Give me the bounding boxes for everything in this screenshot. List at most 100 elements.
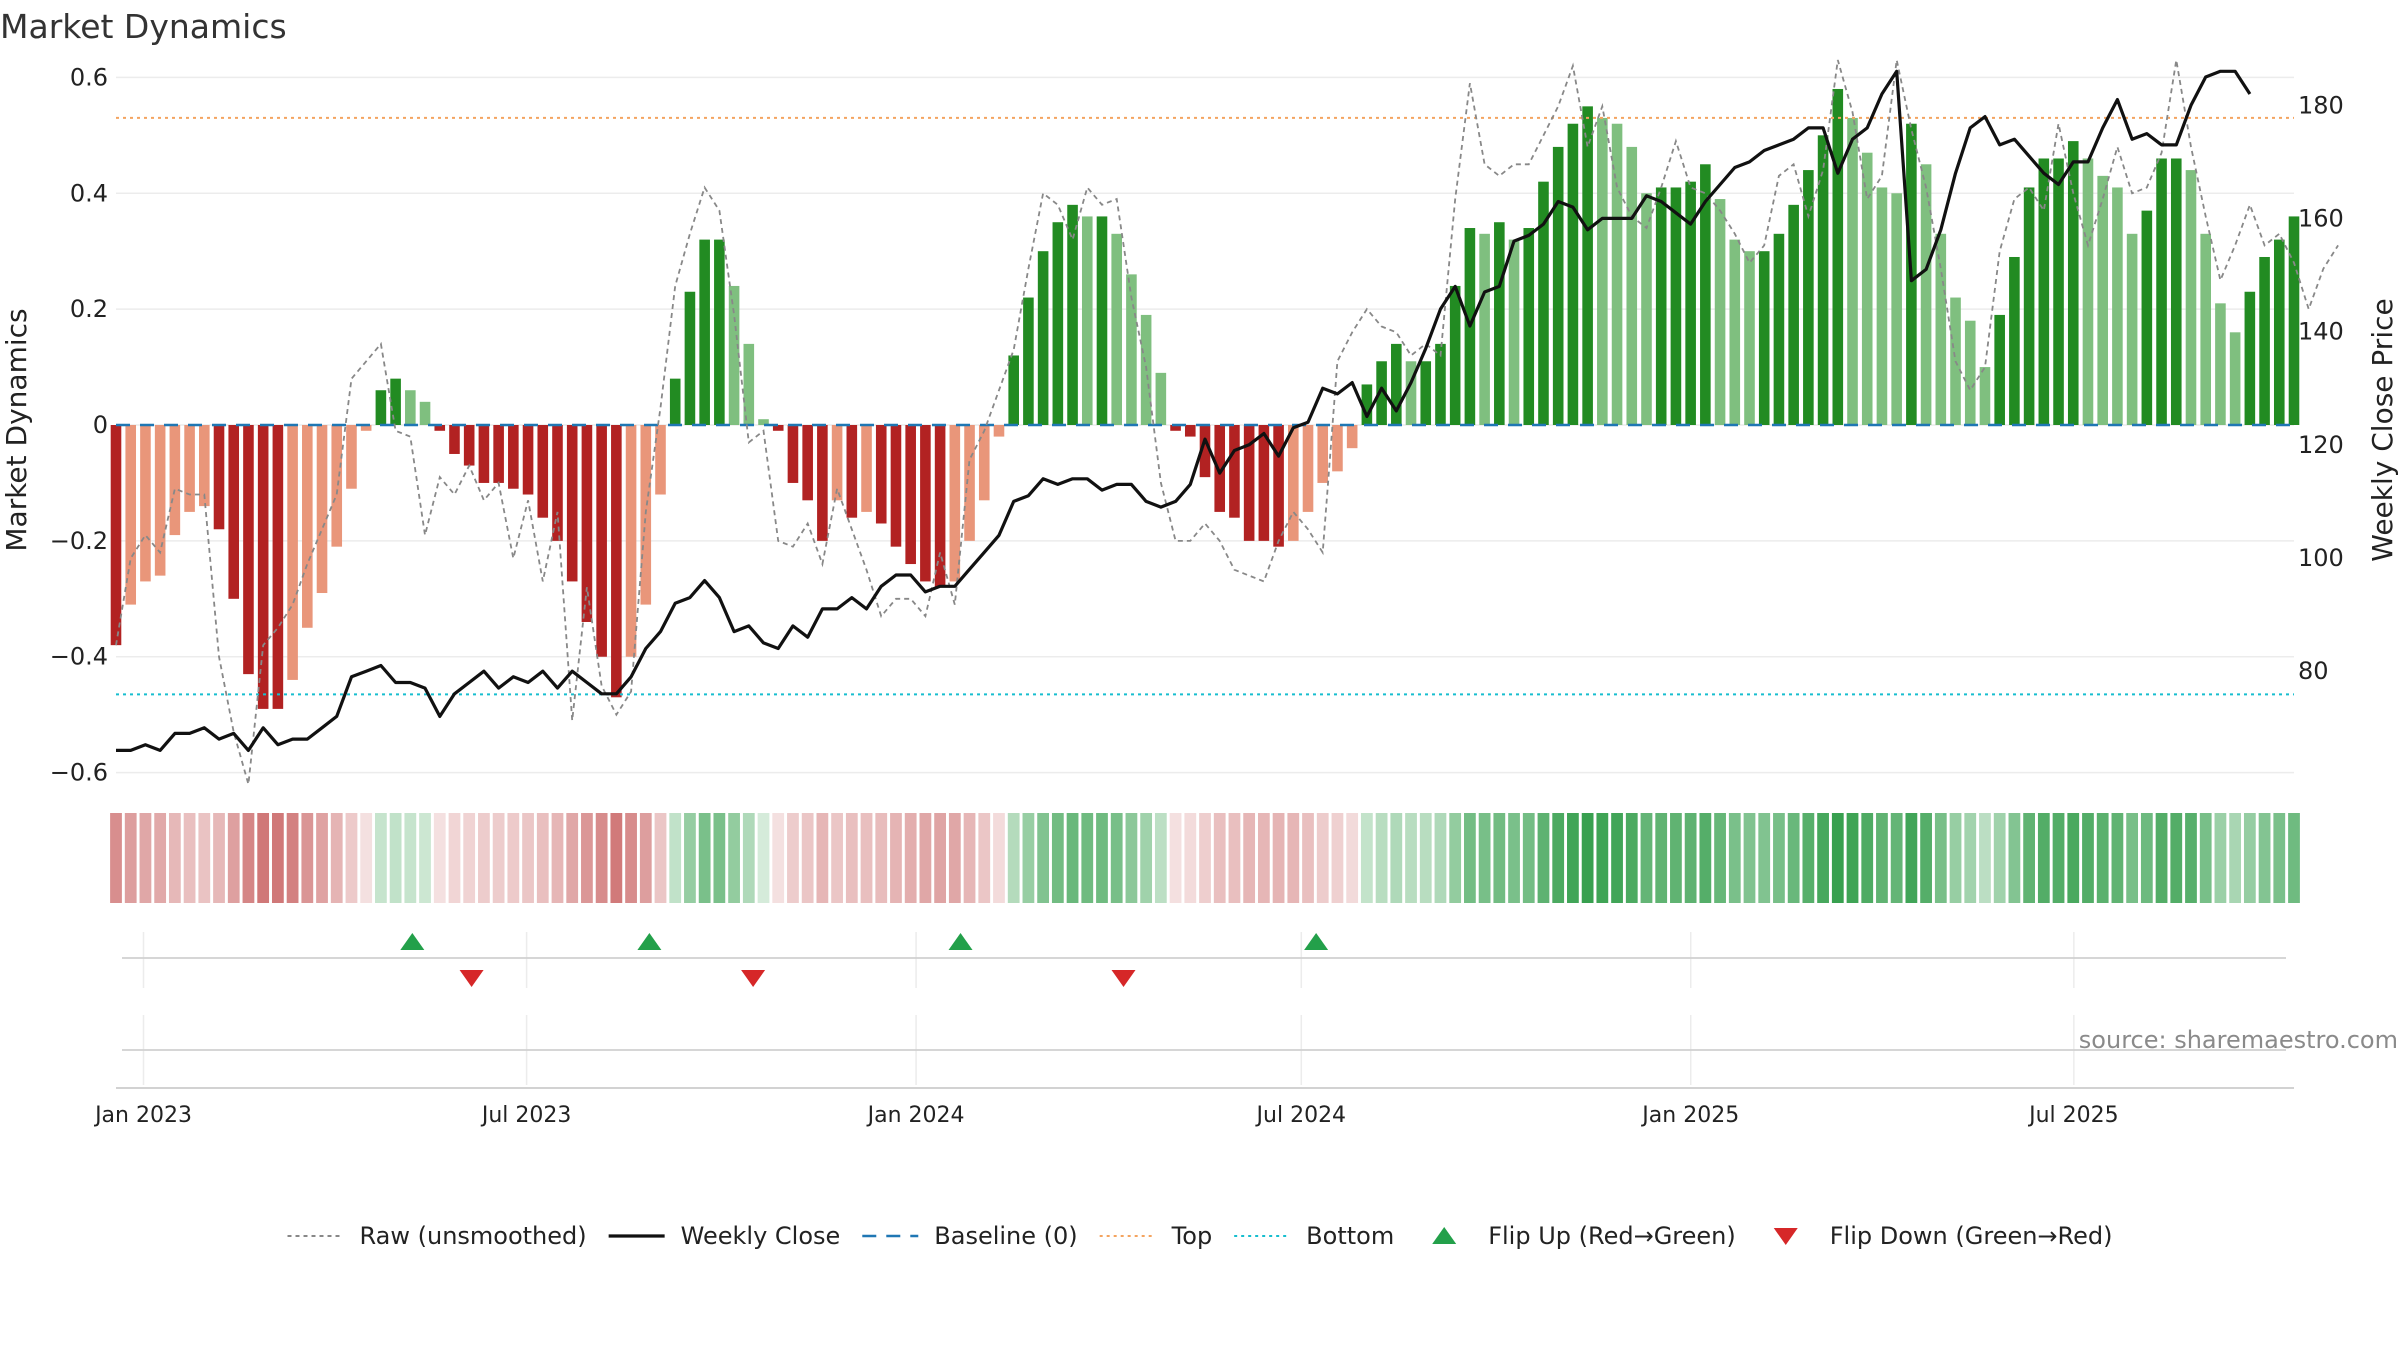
dynamics-bar [360,425,372,431]
regime-strip-cell [2199,813,2212,903]
regime-strip-cell [1360,813,1373,903]
regime-strip-cell [2273,813,2286,903]
grid-layer [116,76,2294,1085]
regime-strip-cell [1846,813,1859,903]
dynamics-bar [699,239,710,425]
dynamics-bar [228,425,240,599]
regime-strip-cell [271,813,284,903]
regime-strip-cell [1228,813,1241,903]
regime-strip-cell [1243,813,1256,903]
regime-strip-cell [1125,813,1138,903]
dynamics-bar [1641,193,1652,425]
legend-label: Baseline (0) [934,1222,1077,1250]
dynamics-bar [1582,106,1593,425]
regime-strip-cell [1670,813,1682,903]
regime-strip-cell [198,813,211,903]
dynamics-bar [728,285,740,425]
regime-strip-cell [1817,813,1829,903]
regime-strip-cell [1257,813,1270,903]
regime-strip-cell [168,813,181,903]
dynamics-bar [817,425,828,541]
dynamics-bar [1258,425,1270,541]
weekly-close-layer [116,69,2252,752]
dynamics-bar [1891,193,1902,425]
dynamics-bar [566,425,578,582]
y-axis-right: 180 160 140 120 100 80 [2298,91,2344,685]
regime-strip-cell [404,813,417,903]
y-axis-label: Market Dynamics [0,308,33,551]
regime-strip-cell [492,813,505,903]
regime-strip-cell [330,813,343,903]
dynamics-bar [1729,239,1741,425]
legend-item: Flip Up (Red→Green) [1432,1222,1736,1250]
dynamics-bar [1155,372,1167,425]
regime-strip-cell [978,813,991,903]
x-tick-label: Jul 2025 [2027,1103,2119,1128]
regime-strip-cell [1434,813,1447,903]
dynamics-bar [640,425,652,605]
dynamics-bar [1744,251,1755,425]
regime-strip-cell [1611,813,1623,903]
dynamics-bar [302,425,313,628]
dynamics-bar [1714,199,1726,425]
dynamics-bar [449,425,460,454]
regime-strip-cell [2052,813,2065,903]
dynamics-bar [243,425,254,675]
legend-item: Bottom [1234,1222,1394,1250]
regime-strip-cell [772,813,785,903]
dynamics-bar [1479,233,1490,425]
regime-strip-cell [183,813,196,903]
dynamics-bar [772,425,784,431]
regime-strip-cell [2185,813,2197,903]
dynamics-bar [743,343,755,425]
regime-strip-cell [2288,813,2300,903]
regime-strip-cell [639,813,652,903]
dynamics-bar [2215,303,2226,425]
regime-strip-cell [1522,813,1535,903]
dynamics-bar [1847,117,1858,425]
dynamics-bar [1670,187,1682,425]
dynamics-bar [1773,233,1785,425]
x-tick-label: Jul 2024 [1255,1103,1347,1128]
dynamics-bar [2244,291,2256,425]
y2-tick-label: 120 [2298,431,2344,459]
raw-line-layer [115,59,2339,785]
dynamics-bar [405,390,416,425]
regime-strip-cell [1979,813,1991,903]
regime-strip-cell [360,813,373,903]
regime-strip-cell [919,813,932,903]
regime-strip-cell [831,813,843,903]
dynamics-bar [522,425,534,495]
dynamics-bar [1067,204,1078,425]
dynamics-bar [140,425,151,582]
y2-tick-label: 100 [2298,544,2344,572]
regime-strip [110,813,2300,903]
dynamics-bar [1037,251,1049,425]
regime-strip-cell [1154,813,1167,903]
regime-strip-cell [1022,813,1035,903]
dynamics-bar [1920,164,1932,426]
regime-strip-cell [1110,813,1123,903]
flip-up-marker [1304,933,1329,950]
regime-strip-cell [684,813,696,903]
dynamics-bar [861,425,872,512]
dynamics-bar [287,425,298,680]
regime-strip-cell [419,813,431,903]
y-tick-label: 0.4 [70,179,108,207]
legend-swatch [1432,1227,1457,1244]
y-tick-label: −0.4 [50,643,108,671]
dynamics-bar [846,425,858,518]
regime-strip-cell [1684,813,1697,903]
dynamics-bar [213,425,225,530]
regime-strip-cell [2170,813,2183,903]
dynamics-bar [1788,204,1799,425]
dynamics-bar [1346,425,1358,449]
regime-strip-cell [566,813,579,903]
regime-strip-cell [2111,813,2124,903]
regime-strip-cell [787,813,799,903]
legend-label: Flip Up (Red→Green) [1488,1222,1736,1250]
legend-label: Raw (unsmoothed) [360,1222,587,1250]
x-tick-label: Jan 2023 [93,1103,192,1128]
flip-up-marker [948,933,973,950]
